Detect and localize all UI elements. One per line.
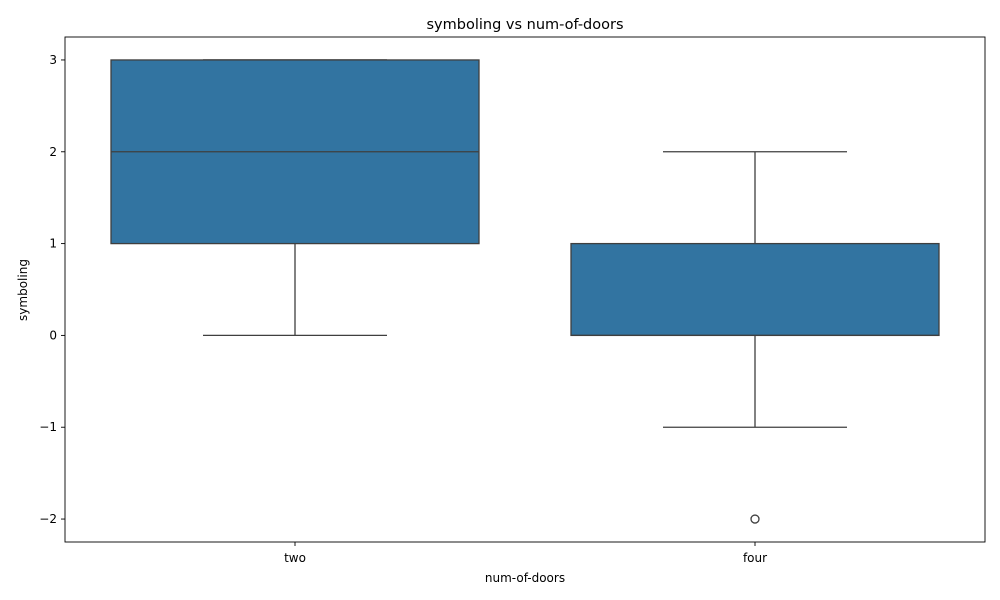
box-rect-four: [570, 242, 940, 337]
box-four: [570, 151, 940, 524]
box-two: [110, 59, 480, 337]
y-tick-label-3: 1: [49, 237, 57, 251]
y-tick-label-5: 3: [49, 53, 57, 67]
outlier-four-0: [750, 514, 760, 524]
plot-frame: [64, 36, 986, 543]
y-axis-label: symboling: [16, 259, 30, 321]
x-axis: two four: [284, 542, 767, 565]
y-tick-label-1: −1: [39, 420, 57, 434]
chart-title: symboling vs num-of-doors: [426, 17, 623, 33]
y-tick-label-2: 0: [49, 328, 57, 342]
x-tick-label-two: two: [284, 551, 306, 565]
y-tick-label-0: −2: [39, 512, 57, 526]
x-tick-label-four: four: [743, 551, 767, 565]
x-axis-label: num-of-doors: [485, 571, 565, 585]
y-axis: −2 −1 0 1 2 3: [39, 53, 65, 526]
y-tick-label-4: 2: [49, 145, 57, 159]
plot-area: [110, 59, 940, 524]
